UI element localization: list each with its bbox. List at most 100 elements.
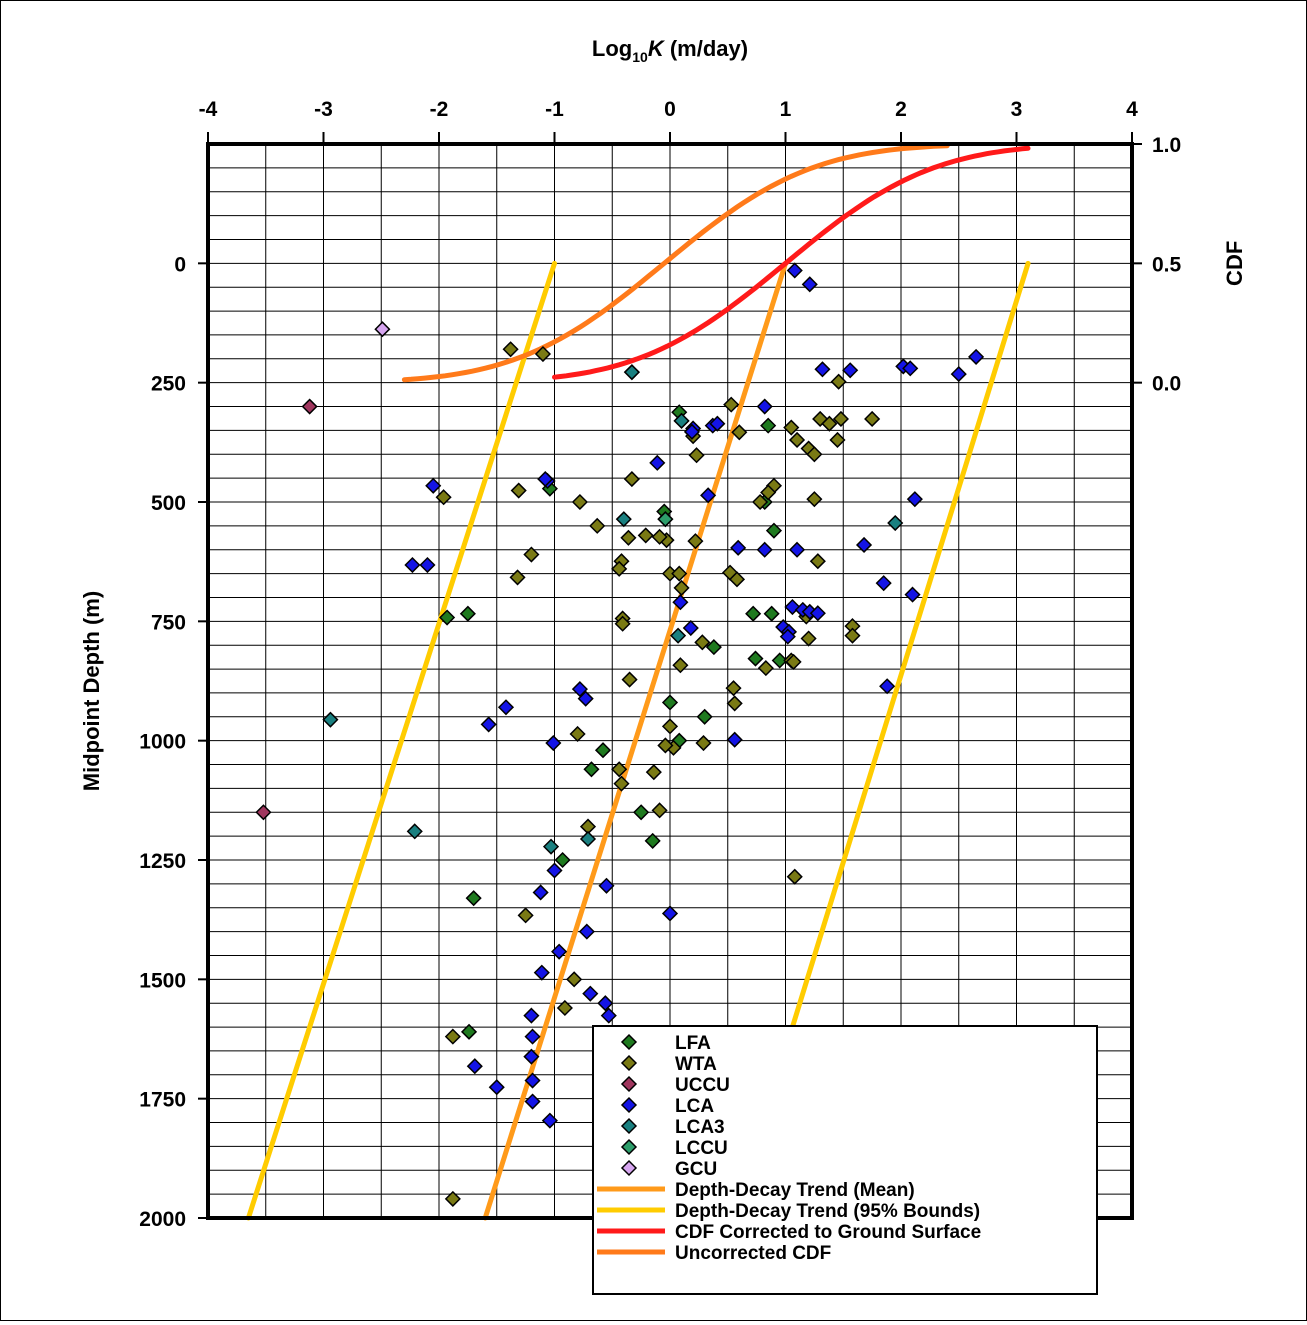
- data-point-wta: [695, 734, 712, 752]
- data-point-lca: [968, 348, 985, 365]
- data-point-wta: [830, 373, 847, 390]
- data-point-wta: [621, 671, 638, 688]
- y-tick-label: 1750: [139, 1089, 186, 1112]
- data-point-lca: [672, 594, 689, 611]
- data-point-lca: [480, 716, 497, 733]
- y-tick-label: 250: [151, 373, 186, 396]
- data-point-uccu: [255, 804, 272, 821]
- x-tick-label: 4: [1126, 98, 1138, 121]
- data-point-lca: [578, 923, 595, 940]
- data-point-lca: [902, 360, 919, 377]
- data-point-lca3: [579, 830, 597, 848]
- data-point-lca: [786, 262, 803, 279]
- data-point-lfa: [705, 639, 722, 656]
- data-point-lca: [524, 1028, 541, 1045]
- data-point-lca3: [406, 823, 423, 840]
- data-point-lca: [425, 477, 442, 494]
- tick-labels: -4 -3 -2 -1 0 1 2 3 4 0 250 500 750 1000 1250 1500 1750 2…: [139, 98, 1181, 1231]
- data-point-lfa: [763, 605, 780, 622]
- data-point-lfa: [661, 694, 679, 711]
- legend-label: Uncorrected CDF: [675, 1243, 831, 1264]
- data-point-lca: [533, 964, 550, 981]
- data-point-wta: [589, 517, 606, 534]
- data-point-lfa: [747, 650, 764, 667]
- data-point-lca: [788, 541, 806, 558]
- data-points: [255, 262, 985, 1207]
- cdf-curve: [401, 143, 950, 383]
- legend-label: WTA: [675, 1054, 717, 1075]
- data-point-wta: [687, 533, 704, 550]
- legend-marker: [620, 1033, 638, 1051]
- data-point-lca: [523, 1007, 540, 1024]
- data-point-lca: [466, 1058, 483, 1075]
- data-point-wta: [569, 725, 586, 743]
- data-point-lfa: [554, 851, 571, 869]
- data-point-wta: [760, 484, 777, 501]
- data-point-lfa: [583, 761, 600, 778]
- legend-marker: [620, 1075, 638, 1093]
- cdf-axis-title: CDF: [1222, 241, 1247, 286]
- data-point-wta: [672, 657, 689, 674]
- data-point-wta: [651, 528, 668, 545]
- data-point-lca: [600, 1007, 617, 1024]
- y-tick-label: 750: [151, 611, 186, 634]
- data-point-wta: [806, 446, 823, 463]
- data-point-wta: [821, 415, 838, 432]
- data-point-lca: [855, 536, 873, 554]
- data-point-lca: [545, 734, 562, 752]
- legend-marker: [620, 1096, 638, 1114]
- data-point-wta: [435, 489, 452, 506]
- data-point-lca: [904, 586, 921, 603]
- data-point-wta: [728, 571, 746, 588]
- legend-label: LCA: [675, 1096, 714, 1117]
- data-point-wta: [809, 553, 826, 570]
- data-point-wta: [864, 410, 881, 428]
- data-point-lca: [801, 276, 818, 293]
- data-point-lca: [756, 398, 773, 415]
- data-point-lca: [875, 575, 892, 592]
- data-point-lca: [756, 541, 773, 558]
- cdf-tick-label: 0.0: [1152, 373, 1181, 396]
- y-tick-label: 0: [174, 253, 186, 276]
- cdf-tick-label: 0.5: [1152, 253, 1182, 276]
- y-tick-label: 500: [151, 492, 186, 515]
- data-point-wta: [806, 491, 823, 508]
- x-tick-label: -3: [314, 98, 333, 121]
- x-tick-label: -1: [545, 98, 564, 121]
- data-point-lca: [524, 1093, 541, 1110]
- data-point-wta: [725, 680, 742, 697]
- data-point-lca: [842, 362, 859, 379]
- data-point-wta: [829, 431, 846, 449]
- trend-line: [245, 260, 557, 1221]
- data-point-wta: [832, 410, 850, 428]
- data-point-wta: [757, 660, 774, 677]
- data-point-lca: [709, 415, 726, 432]
- data-point-wta: [637, 527, 654, 544]
- legend-label: UCCU: [675, 1075, 730, 1096]
- data-point-wta: [731, 424, 748, 441]
- data-point-wta: [785, 653, 802, 670]
- data-point-lca: [682, 619, 699, 637]
- data-point-lca3: [623, 364, 640, 381]
- data-point-lca: [598, 877, 615, 894]
- data-point-wta: [444, 1028, 461, 1045]
- data-point-lca: [524, 1072, 541, 1089]
- x-tick-label: 0: [664, 98, 676, 121]
- data-point-lfa: [644, 832, 661, 849]
- data-point-wta: [510, 482, 527, 499]
- data-point-lfa: [439, 609, 456, 626]
- data-point-wta: [611, 560, 628, 577]
- data-point-lca: [814, 361, 831, 378]
- y-axis-title: Midpoint Depth (m): [79, 591, 104, 791]
- legend-label: LCA3: [675, 1117, 725, 1138]
- x-axis-title-var: K: [648, 36, 666, 61]
- data-point-wta: [613, 775, 630, 792]
- x-axis-title-unit: (m/day): [664, 36, 748, 61]
- data-point-lca: [597, 995, 614, 1012]
- legend-box: [592, 1025, 1098, 1295]
- data-point-lfa: [465, 890, 482, 907]
- legend-label: LFA: [675, 1033, 711, 1054]
- data-point-lca3: [542, 838, 560, 855]
- x-axis-title: Log10K (m/day): [592, 36, 748, 65]
- data-point-wta: [651, 802, 668, 819]
